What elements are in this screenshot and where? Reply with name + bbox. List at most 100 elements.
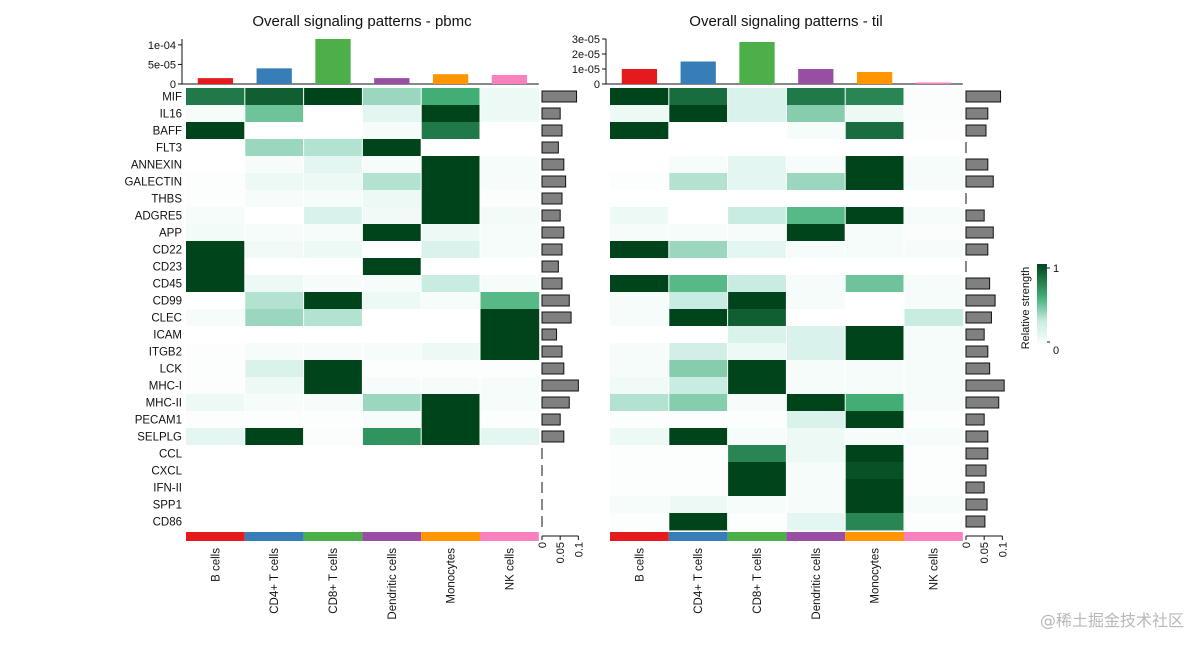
heat-cell bbox=[668, 258, 728, 276]
right-bar bbox=[541, 124, 563, 137]
heat-cell bbox=[845, 343, 905, 361]
pathway-label: ADGRE5 bbox=[135, 211, 182, 223]
heat-cell bbox=[610, 479, 670, 497]
right-bar bbox=[965, 107, 989, 120]
heat-cell bbox=[480, 156, 540, 174]
heat-cell bbox=[668, 513, 728, 531]
heat-cell bbox=[904, 479, 964, 497]
heat-cell bbox=[362, 292, 422, 310]
heat-cell bbox=[727, 156, 787, 174]
heat-cell bbox=[362, 173, 422, 191]
heat-cell bbox=[362, 377, 422, 395]
heat-cell bbox=[845, 309, 905, 327]
heat-cell bbox=[610, 275, 670, 293]
right-bar bbox=[965, 379, 1005, 392]
heat-cell bbox=[668, 88, 728, 106]
right-bar bbox=[965, 243, 989, 256]
heat-cell bbox=[186, 275, 246, 293]
heat-cell bbox=[610, 241, 670, 259]
heat-cell bbox=[845, 377, 905, 395]
heat-cell bbox=[244, 105, 304, 123]
heat-cell bbox=[904, 156, 964, 174]
heat-cell bbox=[786, 343, 846, 361]
right-bar bbox=[541, 413, 561, 426]
top-bar bbox=[915, 82, 952, 84]
right-bar bbox=[965, 447, 989, 460]
heat-cell bbox=[186, 479, 246, 497]
heat-cell bbox=[362, 224, 422, 242]
heat-cell bbox=[668, 326, 728, 344]
heat-cell bbox=[186, 122, 246, 140]
top-bar bbox=[491, 75, 528, 84]
heat-cell bbox=[904, 360, 964, 378]
celltype-color-bar bbox=[362, 532, 422, 541]
heat-cell bbox=[480, 224, 540, 242]
celltype-label: Dendritic cells bbox=[811, 548, 823, 620]
celltype-label: B cells bbox=[634, 548, 646, 582]
heat-cell bbox=[610, 207, 670, 225]
heat-cell bbox=[668, 224, 728, 242]
right-bar bbox=[541, 345, 563, 358]
right-axis-tick-label: 0.05 bbox=[555, 542, 567, 563]
heat-cell bbox=[845, 139, 905, 157]
right-bar bbox=[541, 107, 561, 120]
heat-cell bbox=[421, 224, 481, 242]
heat-cell bbox=[186, 207, 246, 225]
heat-cell bbox=[421, 377, 481, 395]
heat-cell bbox=[668, 377, 728, 395]
right-bar bbox=[541, 294, 570, 307]
right-axis-tick-label: 0.1 bbox=[997, 542, 1009, 557]
right-bar bbox=[965, 311, 992, 324]
right-bar bbox=[541, 311, 572, 324]
heat-cell bbox=[786, 411, 846, 429]
heat-cell bbox=[303, 122, 363, 140]
heat-cell bbox=[727, 394, 787, 412]
heat-cell bbox=[186, 360, 246, 378]
heat-cell bbox=[727, 173, 787, 191]
heat-cell bbox=[610, 224, 670, 242]
heat-cell bbox=[904, 258, 964, 276]
heat-cell bbox=[186, 513, 246, 531]
heat-cell bbox=[186, 173, 246, 191]
heat-cell bbox=[480, 394, 540, 412]
heat-cell bbox=[786, 173, 846, 191]
heat-cell bbox=[362, 445, 422, 463]
heat-cell bbox=[668, 207, 728, 225]
heat-cell bbox=[303, 326, 363, 344]
heat-cell bbox=[786, 513, 846, 531]
heat-cell bbox=[362, 394, 422, 412]
celltype-color-bar bbox=[480, 532, 539, 541]
heat-cell bbox=[421, 309, 481, 327]
heat-cell bbox=[244, 241, 304, 259]
right-bar bbox=[965, 515, 986, 528]
heatmap-panel-2: Overall signaling patterns - til B cells C… bbox=[572, 13, 1010, 620]
heat-cell bbox=[610, 462, 670, 480]
heat-cell bbox=[786, 156, 846, 174]
right-bar bbox=[541, 430, 565, 443]
celltype-label: Monocytes bbox=[446, 548, 458, 604]
right-bar bbox=[541, 158, 565, 171]
heat-cell bbox=[610, 309, 670, 327]
heat-cell bbox=[244, 173, 304, 191]
heat-cell bbox=[845, 88, 905, 106]
right-bar bbox=[965, 328, 985, 341]
heat-cell bbox=[186, 394, 246, 412]
right-bar bbox=[965, 498, 988, 511]
heat-cell bbox=[421, 428, 481, 446]
heat-cell bbox=[362, 479, 422, 497]
pathway-label: CXCL bbox=[151, 466, 182, 478]
heat-cell bbox=[480, 445, 540, 463]
heat-cell bbox=[904, 105, 964, 123]
heat-cell bbox=[244, 207, 304, 225]
legend-title: Relative strength bbox=[1020, 267, 1032, 350]
heat-cell bbox=[362, 411, 422, 429]
heat-cell bbox=[480, 326, 540, 344]
heat-cell bbox=[845, 173, 905, 191]
heat-cell bbox=[244, 462, 304, 480]
heat-cell bbox=[421, 105, 481, 123]
heat-cell bbox=[303, 275, 363, 293]
legend-max-label: 1 bbox=[1053, 263, 1059, 275]
heat-cell bbox=[904, 224, 964, 242]
right-bar bbox=[965, 294, 996, 307]
top-bar bbox=[315, 39, 351, 84]
